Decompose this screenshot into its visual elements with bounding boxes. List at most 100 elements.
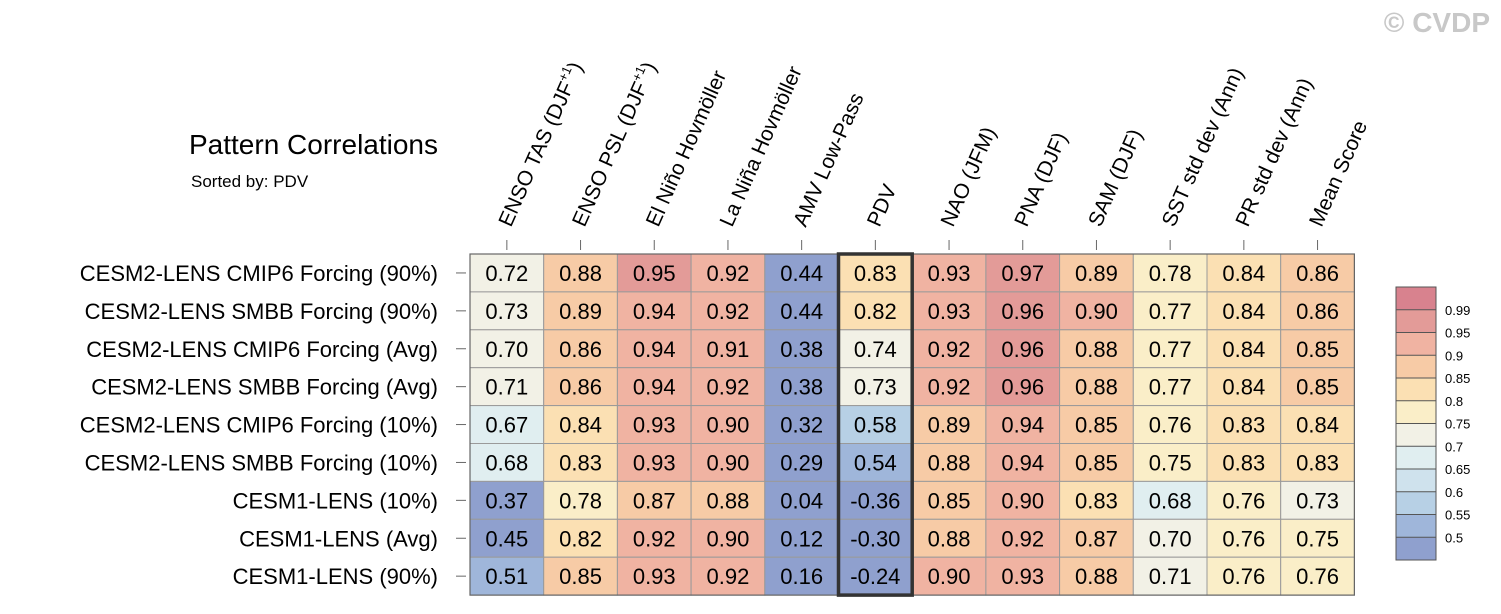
row-label: CESM2-LENS SMBB Forcing (10%) bbox=[85, 450, 438, 475]
colorbar-swatch bbox=[1396, 332, 1436, 356]
cell-value: 0.83 bbox=[1222, 450, 1265, 475]
heatmap-cell bbox=[469, 367, 545, 407]
cell-value: 0.75 bbox=[1296, 526, 1339, 551]
colorbar-swatch bbox=[1396, 514, 1436, 538]
heatmap-cell bbox=[1132, 291, 1208, 331]
cell-value: 0.89 bbox=[559, 299, 602, 324]
heatmap-cell bbox=[1059, 367, 1134, 407]
cell-value: 0.76 bbox=[1222, 488, 1265, 513]
column-label: SAM (DJF) bbox=[1084, 126, 1147, 230]
cell-value: 0.93 bbox=[928, 299, 971, 324]
cell-value: 0.88 bbox=[1075, 375, 1118, 400]
heatmap-cell bbox=[838, 367, 913, 407]
cell-value: 0.93 bbox=[928, 261, 971, 286]
cell-value: 0.82 bbox=[854, 299, 897, 324]
heatmap-cell bbox=[616, 405, 692, 445]
colorbar-label: 0.5 bbox=[1445, 530, 1463, 545]
row-label: CESM2-LENS SMBB Forcing (90%) bbox=[85, 299, 438, 324]
cell-value: 0.92 bbox=[707, 375, 750, 400]
cell-value: 0.78 bbox=[559, 488, 602, 513]
colorbar-swatch bbox=[1396, 287, 1436, 310]
cell-value: 0.86 bbox=[1296, 261, 1339, 286]
cell-value: 0.89 bbox=[928, 413, 971, 438]
column-label: El Niño Hovmöller bbox=[642, 67, 731, 230]
row-label: CESM1-LENS (10%) bbox=[233, 488, 438, 513]
cell-value: 0.37 bbox=[485, 488, 528, 513]
heatmap-cell bbox=[690, 518, 766, 558]
heatmap-cell bbox=[543, 405, 618, 445]
cell-value: 0.89 bbox=[1075, 261, 1118, 286]
cell-value: 0.92 bbox=[707, 299, 750, 324]
cell-value: 0.88 bbox=[928, 526, 971, 551]
heatmap-cell bbox=[543, 291, 618, 331]
cell-value: 0.84 bbox=[1222, 299, 1265, 324]
heatmap-cell bbox=[1280, 367, 1355, 407]
cell-value: 0.92 bbox=[1001, 526, 1044, 551]
cell-value: 0.90 bbox=[707, 413, 750, 438]
column-labels: ENSO TAS (DJF+1)ENSO PSL (DJF+1)El Niño … bbox=[492, 57, 1372, 250]
heatmap-cell bbox=[616, 556, 692, 596]
heatmap-cell bbox=[985, 329, 1061, 369]
cell-value: 0.67 bbox=[485, 413, 528, 438]
heatmap-cell bbox=[690, 367, 766, 407]
heatmap-cell bbox=[1206, 405, 1282, 445]
copyright-watermark: © CVDP bbox=[1384, 7, 1490, 38]
cell-value: 0.91 bbox=[707, 337, 750, 362]
cell-value: 0.74 bbox=[854, 337, 897, 362]
cell-value: 0.94 bbox=[633, 299, 676, 324]
heatmap-cell bbox=[985, 291, 1061, 331]
cell-value: 0.94 bbox=[633, 375, 676, 400]
column-label: SST std dev (Ann) bbox=[1158, 64, 1249, 230]
cell-value: 0.92 bbox=[633, 526, 676, 551]
heatmap-cell bbox=[764, 480, 839, 520]
column-label: ENSO PSL (DJF+1) bbox=[565, 57, 661, 230]
cell-value: 0.88 bbox=[1075, 337, 1118, 362]
cell-value: 0.54 bbox=[854, 450, 897, 475]
cell-value: 0.84 bbox=[1222, 375, 1265, 400]
cell-value: 0.44 bbox=[780, 261, 823, 286]
heatmap-cell bbox=[764, 291, 839, 331]
heatmap-cell bbox=[690, 291, 766, 331]
cell-value: 0.70 bbox=[485, 337, 528, 362]
cell-value: 0.88 bbox=[928, 450, 971, 475]
colorbar-legend: 0.99 0.95 0.9 0.85 0.8 0.75 0.7 0.65 0.6 0.55 0.5 bbox=[1395, 286, 1470, 561]
cell-value: 0.96 bbox=[1001, 375, 1044, 400]
cell-value: 0.86 bbox=[1296, 299, 1339, 324]
heatmap-cell bbox=[1206, 556, 1282, 596]
colorbar-swatch bbox=[1396, 355, 1436, 378]
cell-value: 0.85 bbox=[559, 564, 602, 589]
column-label: AMV Low-Pass bbox=[789, 90, 868, 230]
colorbar-border bbox=[1395, 286, 1437, 561]
cell-value: 0.94 bbox=[1001, 450, 1044, 475]
colorbar-swatch bbox=[1396, 400, 1436, 424]
heatmap-cell bbox=[838, 480, 913, 520]
cell-value: 0.92 bbox=[707, 261, 750, 286]
heatmap-cell bbox=[469, 443, 545, 482]
cell-value: 0.76 bbox=[1149, 413, 1192, 438]
heatmap-cell bbox=[985, 556, 1061, 596]
cell-value: 0.77 bbox=[1149, 299, 1192, 324]
cell-value: 0.73 bbox=[854, 375, 897, 400]
heatmap-cell bbox=[911, 329, 987, 369]
cell-value: 0.76 bbox=[1296, 564, 1339, 589]
heatmap-cell bbox=[911, 480, 987, 520]
cell-value: 0.93 bbox=[633, 413, 676, 438]
cell-value: 0.88 bbox=[559, 261, 602, 286]
cell-value: 0.96 bbox=[1001, 299, 1044, 324]
cell-value: 0.88 bbox=[1075, 564, 1118, 589]
cell-value: -0.24 bbox=[850, 564, 900, 589]
cell-value: 0.78 bbox=[1149, 261, 1192, 286]
cell-value: 0.92 bbox=[928, 375, 971, 400]
cell-value: 0.45 bbox=[485, 526, 528, 551]
cell-value: 0.85 bbox=[928, 488, 971, 513]
cell-value: 0.68 bbox=[485, 450, 528, 475]
cell-value: 0.84 bbox=[559, 413, 602, 438]
heatmap-cell bbox=[690, 480, 766, 520]
row-labels: CESM2-LENS CMIP6 Forcing (90%) CESM2-LENS… bbox=[80, 261, 466, 589]
heatmap-cell bbox=[1206, 291, 1282, 331]
cell-value: 0.12 bbox=[780, 526, 823, 551]
heatmap-cell bbox=[838, 329, 913, 369]
cell-value: 0.83 bbox=[1075, 488, 1118, 513]
colorbar-swatch bbox=[1396, 423, 1436, 447]
column-label: Mean Score bbox=[1305, 117, 1372, 230]
